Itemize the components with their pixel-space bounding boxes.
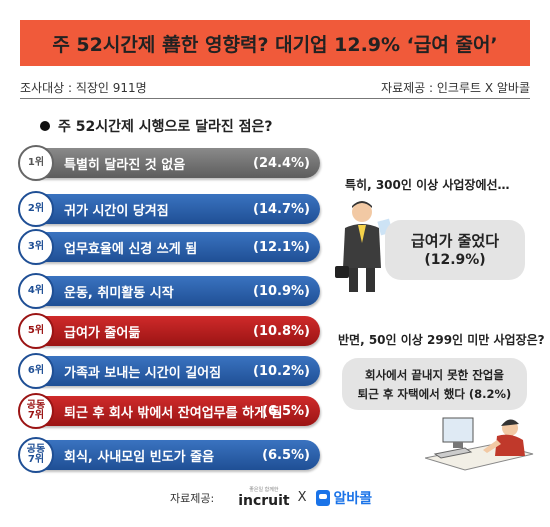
bar-label: 퇴근 후 회사 밖에서 잔여업무를 하게 됨	[64, 405, 283, 421]
footer: 자료제공: 좋은일 함께한 incruit X 알바콜	[170, 486, 372, 509]
rank-badge: 공동 7위	[18, 437, 54, 473]
callout1-heading: 특히, 300인 이상 사업장에선…	[345, 178, 510, 192]
rank-badge: 2위	[18, 191, 54, 227]
businessman-illustration	[335, 201, 393, 292]
data-source: 자료제공 : 인크루트 X 알바콜	[381, 81, 530, 95]
bar-value: (6.5%)	[262, 403, 310, 419]
bar-value: (10.9%)	[253, 283, 310, 299]
footer-separator: X	[297, 490, 307, 505]
bar-label: 업무효율에 신경 쓰게 됨	[64, 241, 198, 257]
desk-worker-illustration	[425, 417, 534, 471]
bar-row: 6위 가족과 보내는 시간이 길어짐 (10.2%)	[18, 353, 320, 389]
rank-badge: 4위	[18, 273, 54, 309]
rank-badge: 1위	[18, 145, 54, 181]
bar-row: 1위 특별히 달라진 것 없음 (24.4%)	[18, 145, 320, 181]
callout2-heading: 반면, 50인 이상 299인 미만 사업장은?	[338, 333, 545, 347]
divider	[20, 98, 530, 99]
footer-label: 자료제공:	[170, 491, 215, 505]
callout2-line2: 퇴근 후 자택에서 했다 (8.2%)	[357, 387, 512, 401]
bullet-icon	[40, 121, 50, 131]
incruit-tag: 좋은일 함께한	[249, 487, 279, 493]
page-title: 주 52시간제 善한 영향력? 대기업 12.9% ‘급여 줄어’	[52, 33, 498, 56]
question-heading: 주 52시간제 시행으로 달라진 점은?	[40, 116, 273, 136]
bar-row: 4위 운동, 취미활동 시작 (10.9%)	[18, 273, 320, 309]
bar-row: 5위 급여가 줄어듦 (10.8%)	[18, 313, 320, 349]
bar-row: 2위 귀가 시간이 당겨짐 (14.7%)	[18, 191, 320, 227]
incruit-name: incruit	[238, 493, 290, 509]
bar-row: 공동 7위 퇴근 후 회사 밖에서 잔여업무를 하게 됨 (6.5%)	[18, 393, 320, 429]
callout2-line1: 회사에서 끝내지 못한 잔업을	[365, 368, 504, 382]
bar-label: 회식, 사내모임 빈도가 줄음	[64, 449, 215, 465]
bar-label: 특별히 달라진 것 없음	[64, 157, 186, 173]
bar-label: 가족과 보내는 시간이 길어짐	[64, 365, 222, 381]
bar-label: 운동, 취미활동 시작	[64, 285, 174, 301]
bar-value: (6.5%)	[262, 447, 310, 463]
question-text: 주 52시간제 시행으로 달라진 점은?	[58, 119, 273, 135]
callout1-line2: (12.9%)	[424, 252, 486, 268]
title-banner: 주 52시간제 善한 영향력? 대기업 12.9% ‘급여 줄어’	[20, 20, 530, 66]
bar-row: 공동 7위 회식, 사내모임 빈도가 줄음 (6.5%)	[18, 437, 320, 473]
bar-value: (10.8%)	[253, 323, 310, 339]
callout1-box: 급여가 줄었다 (12.9%)	[385, 220, 525, 280]
bar-label: 급여가 줄어듦	[64, 325, 141, 341]
bar-row: 3위 업무효율에 신경 쓰게 됨 (12.1%)	[18, 229, 320, 265]
bar-value: (12.1%)	[253, 239, 310, 255]
albacall-logo: 알바콜	[315, 488, 373, 508]
rank-badge: 3위	[18, 229, 54, 265]
callout1-line1: 급여가 줄었다	[410, 232, 500, 250]
rank-badge: 6위	[18, 353, 54, 389]
rank-badge: 공동 7위	[18, 393, 54, 429]
bar-value: (14.7%)	[253, 201, 310, 217]
albacall-name: 알바콜	[333, 490, 373, 507]
callout2-box: 회사에서 끝내지 못한 잔업을 퇴근 후 자택에서 했다 (8.2%)	[342, 358, 527, 410]
incruit-logo: 좋은일 함께한 incruit	[238, 486, 289, 509]
albacall-icon	[315, 489, 330, 506]
rank-badge: 5위	[18, 313, 54, 349]
bar-label: 귀가 시간이 당겨짐	[64, 203, 169, 219]
survey-target: 조사대상 : 직장인 911명	[20, 81, 147, 95]
bar-value: (24.4%)	[253, 155, 310, 171]
bar-value: (10.2%)	[253, 363, 310, 379]
